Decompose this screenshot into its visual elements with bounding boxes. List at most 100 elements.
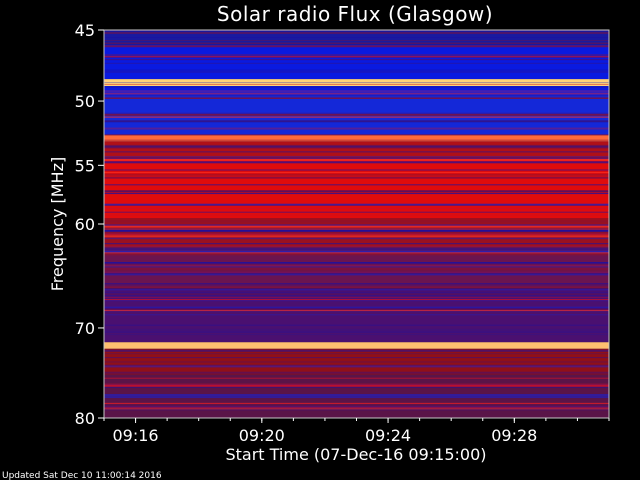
noise-line — [104, 234, 609, 237]
noise-line — [104, 274, 609, 276]
noise-line — [104, 96, 609, 99]
noise-line — [104, 286, 609, 288]
noise-line — [104, 284, 609, 286]
noise-line — [104, 293, 609, 295]
noise-line — [104, 82, 609, 84]
noise-line — [104, 45, 609, 48]
noise-line — [104, 268, 609, 271]
noise-line — [104, 224, 609, 227]
noise-line — [104, 265, 609, 267]
noise-line — [104, 37, 609, 39]
noise-line — [104, 271, 609, 273]
x-tick-label: 09:20 — [239, 426, 285, 445]
noise-line — [104, 59, 609, 61]
noise-line — [104, 307, 609, 309]
noise-line — [104, 386, 609, 389]
noise-line — [104, 228, 609, 230]
noise-line — [104, 232, 609, 235]
y-tick-label: 45 — [75, 21, 95, 40]
noise-line — [104, 172, 609, 174]
noise-line — [104, 69, 609, 72]
noise-line — [104, 291, 609, 293]
noise-line — [104, 207, 609, 209]
noise-line — [104, 357, 609, 359]
noise-line — [104, 404, 609, 406]
noise-line — [104, 116, 609, 118]
noise-line — [104, 157, 609, 160]
noise-line — [104, 313, 609, 315]
noise-line — [104, 31, 609, 34]
noise-line — [104, 306, 609, 308]
y-tick-label: 70 — [75, 319, 95, 338]
frequency-band-5 — [104, 135, 609, 142]
noise-line — [104, 360, 609, 363]
noise-line — [104, 173, 609, 176]
noise-line — [104, 394, 609, 397]
noise-line — [104, 190, 609, 193]
spectrogram-plot — [103, 29, 610, 419]
noise-line — [104, 113, 609, 116]
noise-line — [104, 331, 609, 333]
noise-line — [104, 310, 609, 312]
noise-line — [104, 112, 609, 114]
noise-line — [104, 371, 609, 374]
noise-line — [104, 229, 609, 232]
noise-line — [104, 30, 609, 32]
noise-line — [104, 334, 609, 336]
noise-line — [104, 403, 609, 405]
frequency-band-12 — [104, 348, 609, 375]
frequency-band-1 — [104, 44, 609, 80]
y-tick-label: 60 — [75, 215, 95, 234]
noise-line — [104, 408, 609, 411]
noise-line — [104, 169, 609, 172]
noise-line — [104, 176, 609, 179]
noise-line — [104, 237, 609, 239]
noise-line — [104, 238, 609, 240]
noise-line — [104, 204, 609, 206]
noise-line — [104, 211, 609, 213]
noise-line — [104, 134, 609, 136]
noise-line — [104, 151, 609, 153]
y-tick-label: 80 — [75, 409, 95, 428]
noise-line — [104, 250, 609, 253]
noise-line — [104, 249, 609, 251]
noise-line — [104, 324, 609, 326]
noise-line — [104, 113, 609, 115]
noise-line — [104, 40, 609, 42]
noise-line — [104, 96, 609, 98]
noise-line — [104, 161, 609, 164]
update-timestamp: Updated Sat Dec 10 11:00:14 2016 — [2, 471, 162, 480]
noise-line — [104, 158, 609, 161]
noise-line — [104, 90, 609, 92]
noise-line — [104, 383, 609, 386]
noise-line — [104, 56, 609, 58]
noise-line — [104, 364, 609, 367]
noise-line — [104, 349, 609, 352]
noise-line — [104, 92, 609, 95]
frequency-band-2 — [104, 79, 609, 87]
noise-line — [104, 384, 609, 387]
noise-line — [104, 86, 609, 88]
chart-title: Solar radio Flux (Glasgow) — [217, 2, 493, 26]
noise-line — [104, 42, 609, 44]
x-axis-label: Start Time (07-Dec-16 09:15:00) — [225, 445, 486, 464]
noise-line — [104, 406, 609, 409]
y-tick-label: 55 — [75, 156, 95, 175]
noise-line — [104, 71, 609, 73]
frequency-band-8 — [104, 218, 609, 247]
noise-line — [104, 245, 609, 247]
y-tick-label: 50 — [75, 92, 95, 111]
noise-line — [104, 265, 609, 268]
noise-line — [104, 314, 609, 316]
noise-line — [104, 295, 609, 297]
noise-line — [104, 296, 609, 298]
noise-line — [104, 353, 609, 355]
noise-line — [104, 120, 609, 123]
noise-line — [104, 214, 609, 216]
x-tick-label: 09:24 — [365, 426, 411, 445]
noise-line — [104, 396, 609, 399]
frequency-band-7 — [104, 159, 609, 219]
noise-line — [104, 127, 609, 130]
y-axis-label: Frequency [MHz] — [48, 157, 67, 291]
